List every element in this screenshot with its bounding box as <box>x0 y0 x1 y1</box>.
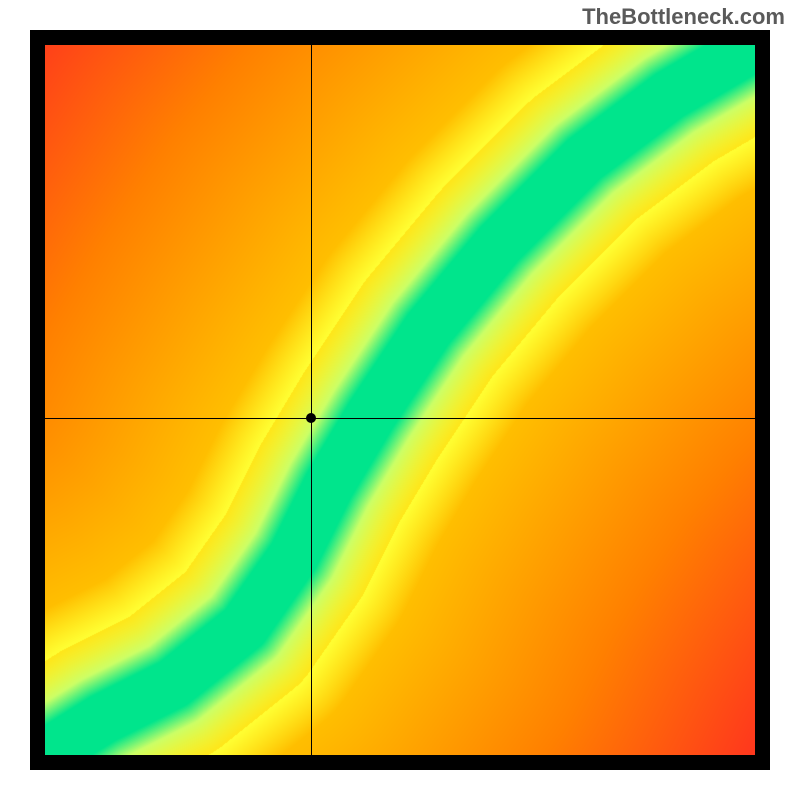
plot-frame <box>30 30 770 770</box>
crosshair-marker <box>306 413 316 423</box>
crosshair-horizontal <box>45 418 755 419</box>
heatmap-canvas <box>45 45 755 755</box>
watermark-text: TheBottleneck.com <box>582 4 785 30</box>
plot-area <box>45 45 755 755</box>
crosshair-vertical <box>311 45 312 755</box>
